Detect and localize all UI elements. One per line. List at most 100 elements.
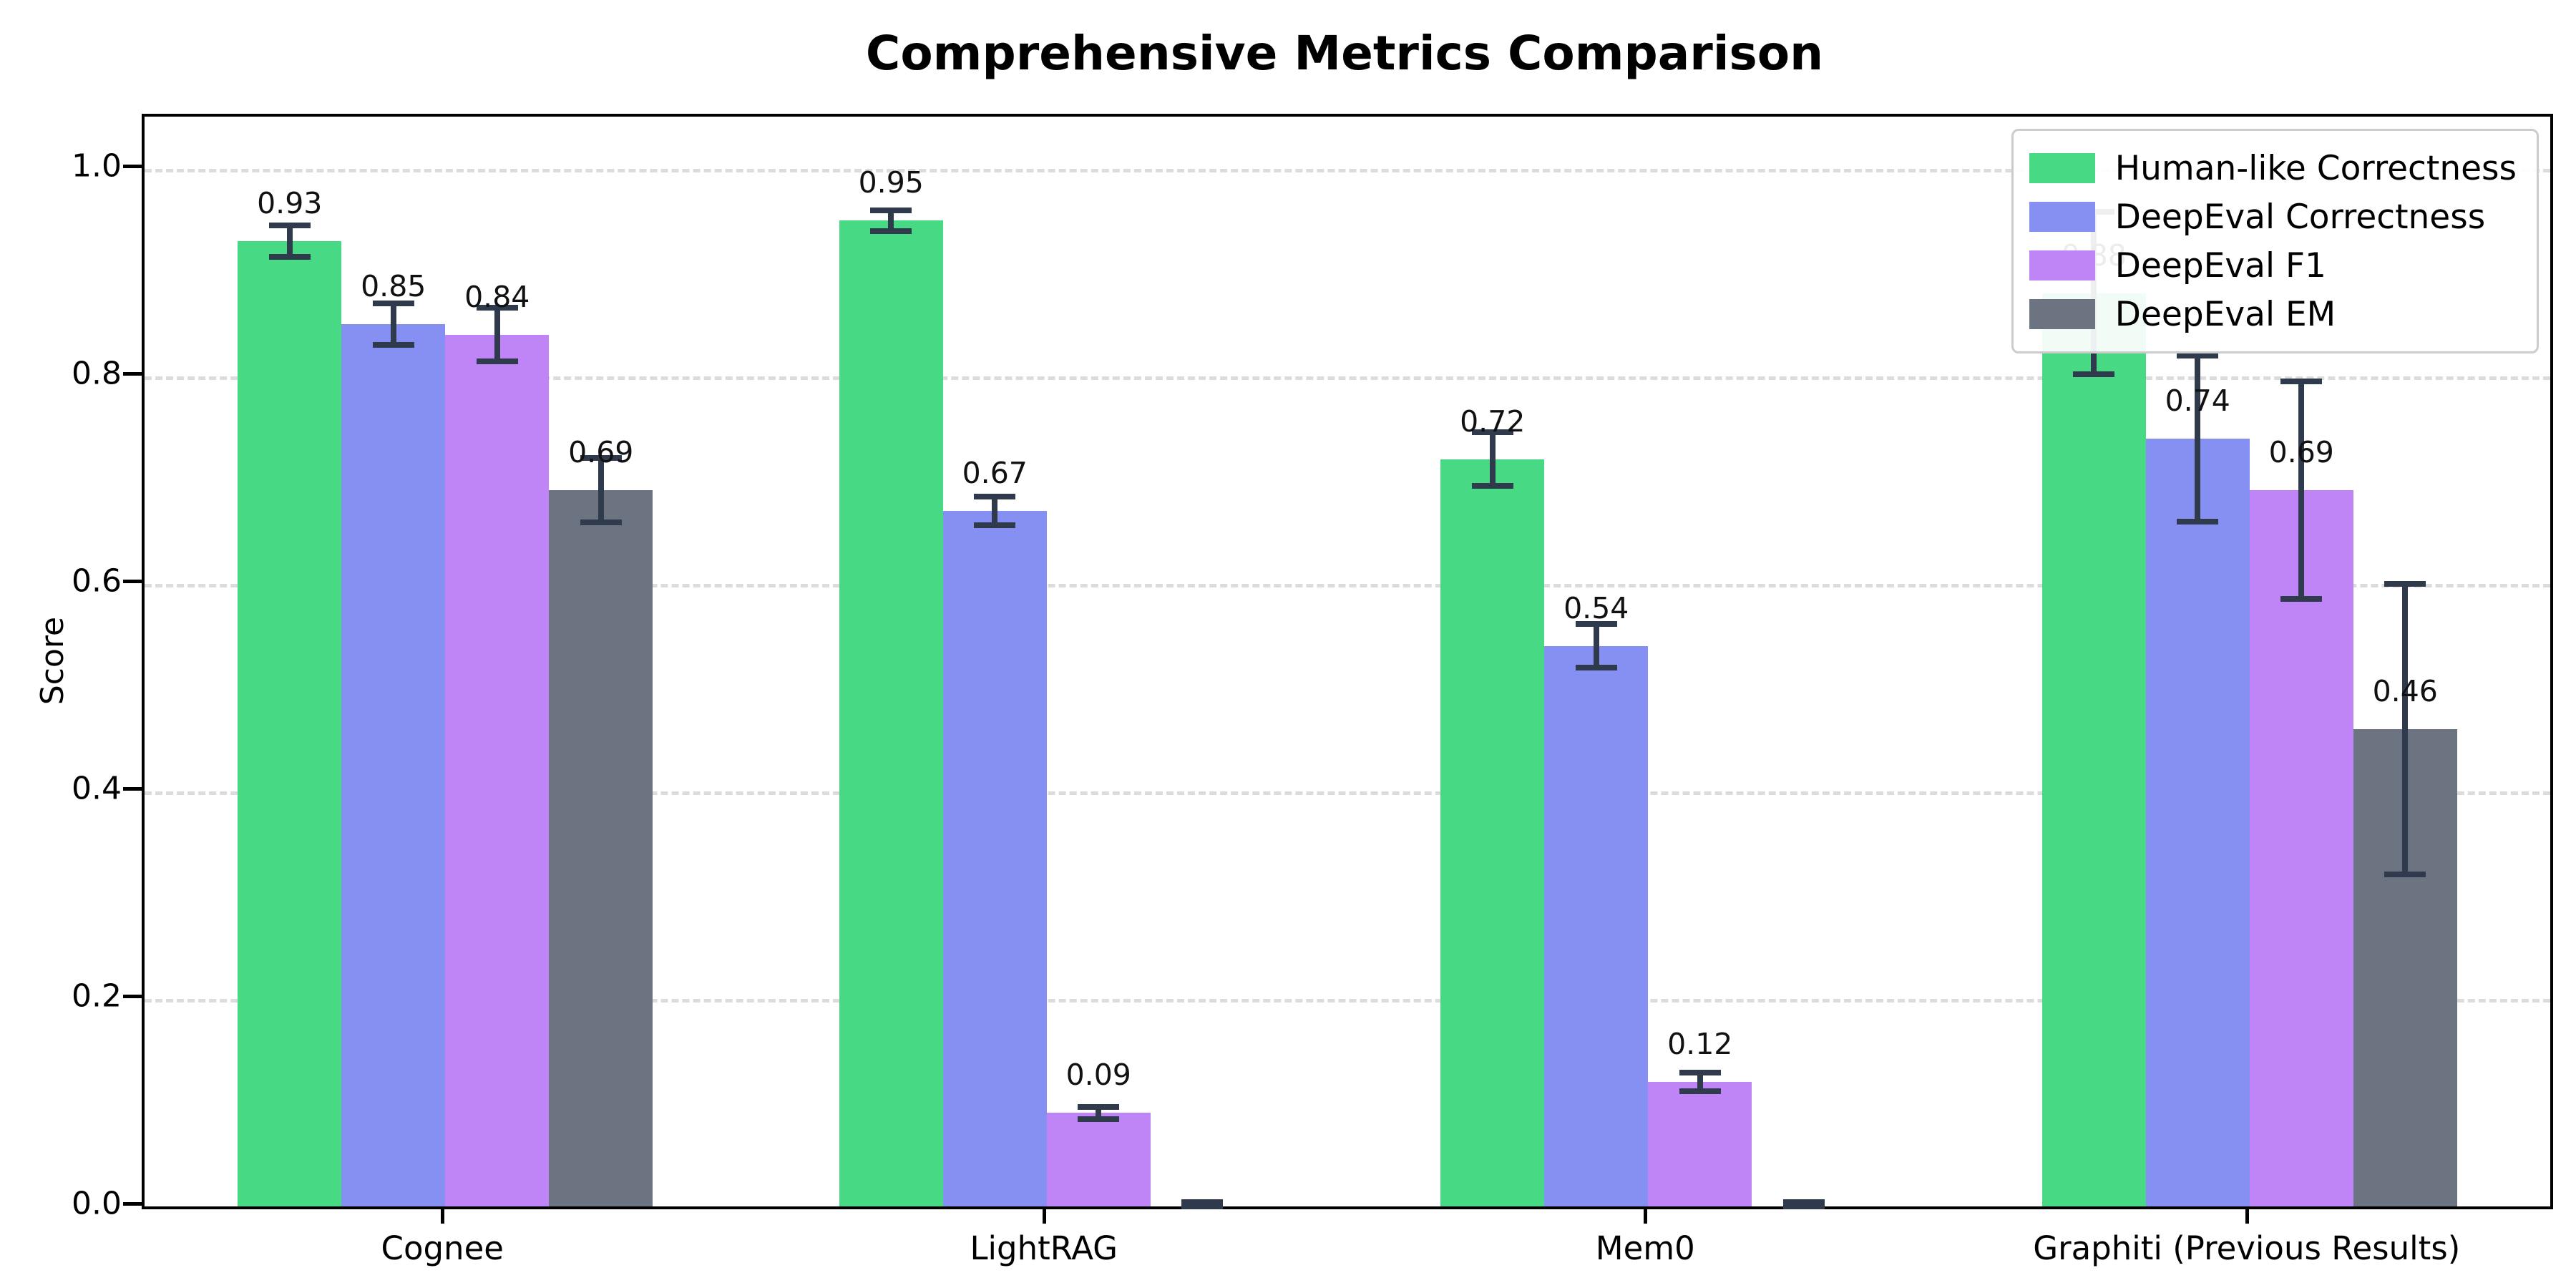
legend-swatch <box>2029 250 2095 280</box>
bar-value-label: 0.09 <box>1065 1058 1131 1093</box>
legend-label: Human-like Correctness <box>2114 148 2517 188</box>
error-bar-line <box>286 225 293 257</box>
error-bar-cap-top <box>870 207 912 213</box>
error-bar-line <box>1096 1106 1102 1120</box>
legend-label: DeepEval F1 <box>2114 245 2326 286</box>
bar <box>942 511 1047 1206</box>
bar <box>1544 645 1649 1206</box>
bar <box>2041 293 2146 1206</box>
bar-value-label: 0.46 <box>2372 673 2438 708</box>
bar <box>1440 459 1545 1206</box>
error-bar-cap-bottom <box>1471 483 1513 489</box>
legend-item: DeepEval F1 <box>2029 241 2517 290</box>
error-bar-cap-bottom <box>1575 665 1617 671</box>
bar <box>445 334 550 1206</box>
legend-item: Human-like Correctness <box>2029 144 2517 192</box>
x-tick-mark <box>1644 1206 1648 1224</box>
y-tick-label: 0.2 <box>72 977 122 1015</box>
bar-value-label: 0.93 <box>257 186 323 221</box>
error-bar-cap-top <box>2280 378 2323 384</box>
y-tick-label: 0.6 <box>72 562 122 600</box>
y-tick-label: 0.8 <box>72 355 122 392</box>
y-tick-mark <box>123 786 142 791</box>
bar-value-label: 0.84 <box>464 279 530 314</box>
error-bar-cap-top <box>1078 1103 1120 1110</box>
y-tick-mark <box>123 164 142 168</box>
x-tick-label: Graphiti (Previous Results) <box>2033 1229 2461 1267</box>
y-tick-label: 0.0 <box>72 1185 122 1222</box>
error-bar-line <box>888 210 894 231</box>
legend-swatch <box>2029 153 2095 183</box>
bar <box>839 220 943 1206</box>
bar-value-label: 0.95 <box>858 165 924 200</box>
error-bar-line <box>1697 1072 1703 1091</box>
x-tick-mark <box>2245 1206 2249 1224</box>
x-tick-mark <box>1042 1206 1046 1224</box>
error-bar-cap-bottom <box>372 342 414 348</box>
y-tick-label: 0.4 <box>72 770 122 807</box>
y-tick-label: 1.0 <box>72 147 122 185</box>
legend-item: DeepEval EM <box>2029 290 2517 338</box>
error-bar-line <box>1489 431 1496 487</box>
error-bar-cap-top <box>372 301 414 307</box>
legend-item: DeepEval Correctness <box>2029 192 2517 241</box>
gridline <box>145 791 2550 795</box>
error-bar-cap-bottom <box>1679 1088 1721 1094</box>
bar <box>1046 1113 1151 1206</box>
bar-value-label: 0.72 <box>1460 404 1526 439</box>
error-bar-line <box>2195 355 2201 522</box>
y-tick-mark <box>123 371 142 376</box>
bar-value-label: 0.67 <box>962 456 1028 491</box>
error-bar-line <box>2402 583 2409 874</box>
bar <box>341 324 446 1206</box>
error-bar-cap-bottom <box>2384 871 2426 877</box>
bar <box>1648 1081 1752 1206</box>
error-bar-cap-bottom <box>2280 596 2323 602</box>
bar-value-label: 0.54 <box>1563 590 1629 625</box>
error-bar-cap-bottom <box>870 228 912 234</box>
error-bar-line <box>494 307 500 362</box>
legend-label: DeepEval EM <box>2114 294 2336 334</box>
error-bar-cap-bottom <box>2073 371 2115 377</box>
error-bar-line <box>992 496 998 526</box>
bar-value-label: 0.12 <box>1667 1026 1733 1061</box>
chart-title: Comprehensive Metrics Comparison <box>865 26 1824 81</box>
x-tick-label: LightRAG <box>970 1229 1118 1267</box>
legend-swatch <box>2029 202 2095 232</box>
gridline <box>145 998 2550 1002</box>
gridline <box>145 376 2550 380</box>
bar-value-label: 0.69 <box>2268 435 2334 470</box>
bar <box>2249 490 2353 1206</box>
bar-value-label: 0.74 <box>2165 383 2230 418</box>
bar <box>238 241 342 1206</box>
y-tick-mark <box>123 579 142 583</box>
error-bar-cap-bottom <box>1782 1204 1825 1209</box>
error-bar-cap-top <box>1782 1199 1825 1206</box>
y-axis-label: Score <box>34 616 71 706</box>
error-bar-cap-bottom <box>974 522 1016 529</box>
error-bar-cap-top <box>268 223 311 229</box>
y-tick-mark <box>123 994 142 998</box>
error-bar-cap-top <box>1679 1069 1721 1075</box>
error-bar-cap-bottom <box>1078 1116 1120 1123</box>
error-bar-line <box>390 303 396 346</box>
error-bar-cap-top <box>2384 580 2426 587</box>
gridline <box>145 583 2550 587</box>
error-bar-cap-bottom <box>268 253 311 260</box>
x-tick-label: Cognee <box>381 1229 504 1267</box>
bar-value-label: 0.85 <box>361 269 426 304</box>
error-bar-cap-bottom <box>580 519 622 526</box>
legend-swatch <box>2029 299 2095 329</box>
error-bar-cap-top <box>1181 1199 1224 1206</box>
error-bar-cap-top <box>2177 352 2219 358</box>
bar <box>2145 438 2250 1206</box>
x-tick-label: Mem0 <box>1595 1229 1695 1267</box>
y-tick-mark <box>123 1202 142 1206</box>
error-bar-cap-top <box>1471 429 1513 435</box>
error-bar-line <box>597 458 604 523</box>
legend-label: DeepEval Correctness <box>2114 197 2486 237</box>
bar-value-label: 0.69 <box>568 435 634 470</box>
gridline <box>145 168 2550 172</box>
error-bar-cap-top <box>974 493 1016 499</box>
error-bar-cap-bottom <box>2177 518 2219 525</box>
